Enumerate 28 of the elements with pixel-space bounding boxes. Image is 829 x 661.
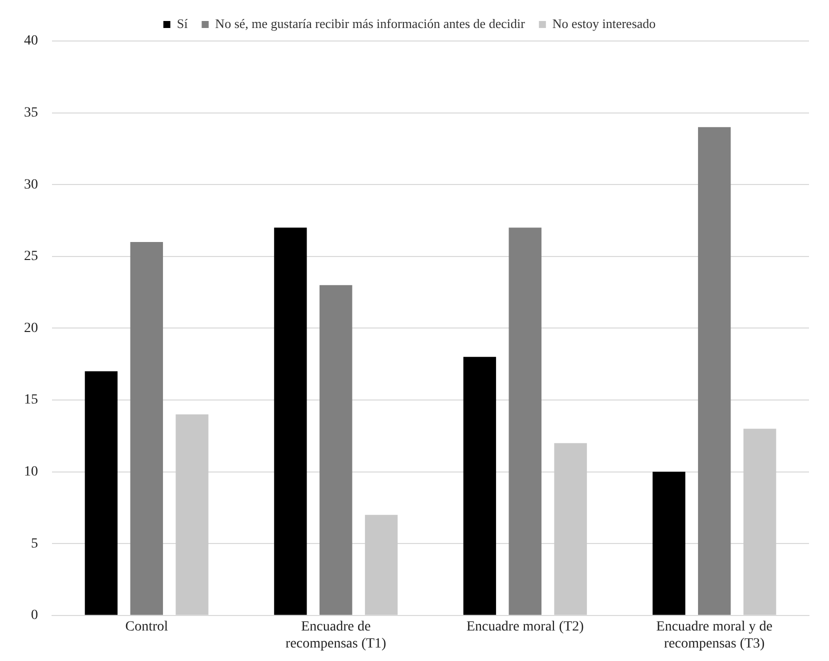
y-tick-label: 35 (24, 105, 38, 120)
y-tick-label: 15 (24, 392, 38, 408)
bar (364, 514, 398, 615)
y-tick-label: 30 (24, 177, 38, 192)
bar (130, 242, 163, 615)
bar (508, 228, 542, 615)
bar (652, 472, 686, 615)
bar (743, 428, 776, 615)
y-tick-label: 5 (31, 536, 38, 552)
y-tick-label: 40 (24, 34, 38, 49)
legend-label: No sé, me gustaría recibir más información antes de decidir (215, 16, 526, 31)
y-tick-label: 20 (24, 320, 38, 336)
legend-label: Sí (176, 16, 188, 31)
bar (554, 443, 587, 615)
bar (274, 228, 307, 615)
y-tick-label: 25 (24, 249, 38, 264)
x-tick-label: Encuadre moral (T2) (466, 619, 584, 634)
bar (320, 285, 352, 615)
legend-label: No estoy interesado (552, 16, 656, 31)
bar (176, 414, 208, 615)
x-tick-label: Encuadre moral y de recompensas (T3) (656, 619, 772, 652)
x-tick-label: Encuadre de recompensas (T1) (286, 619, 387, 652)
bar (698, 127, 731, 615)
y-tick-label: 0 (31, 608, 38, 624)
bar (463, 356, 496, 615)
x-tick-label: Control (125, 619, 168, 634)
y-tick-label: 10 (24, 464, 38, 480)
bar (84, 371, 118, 615)
